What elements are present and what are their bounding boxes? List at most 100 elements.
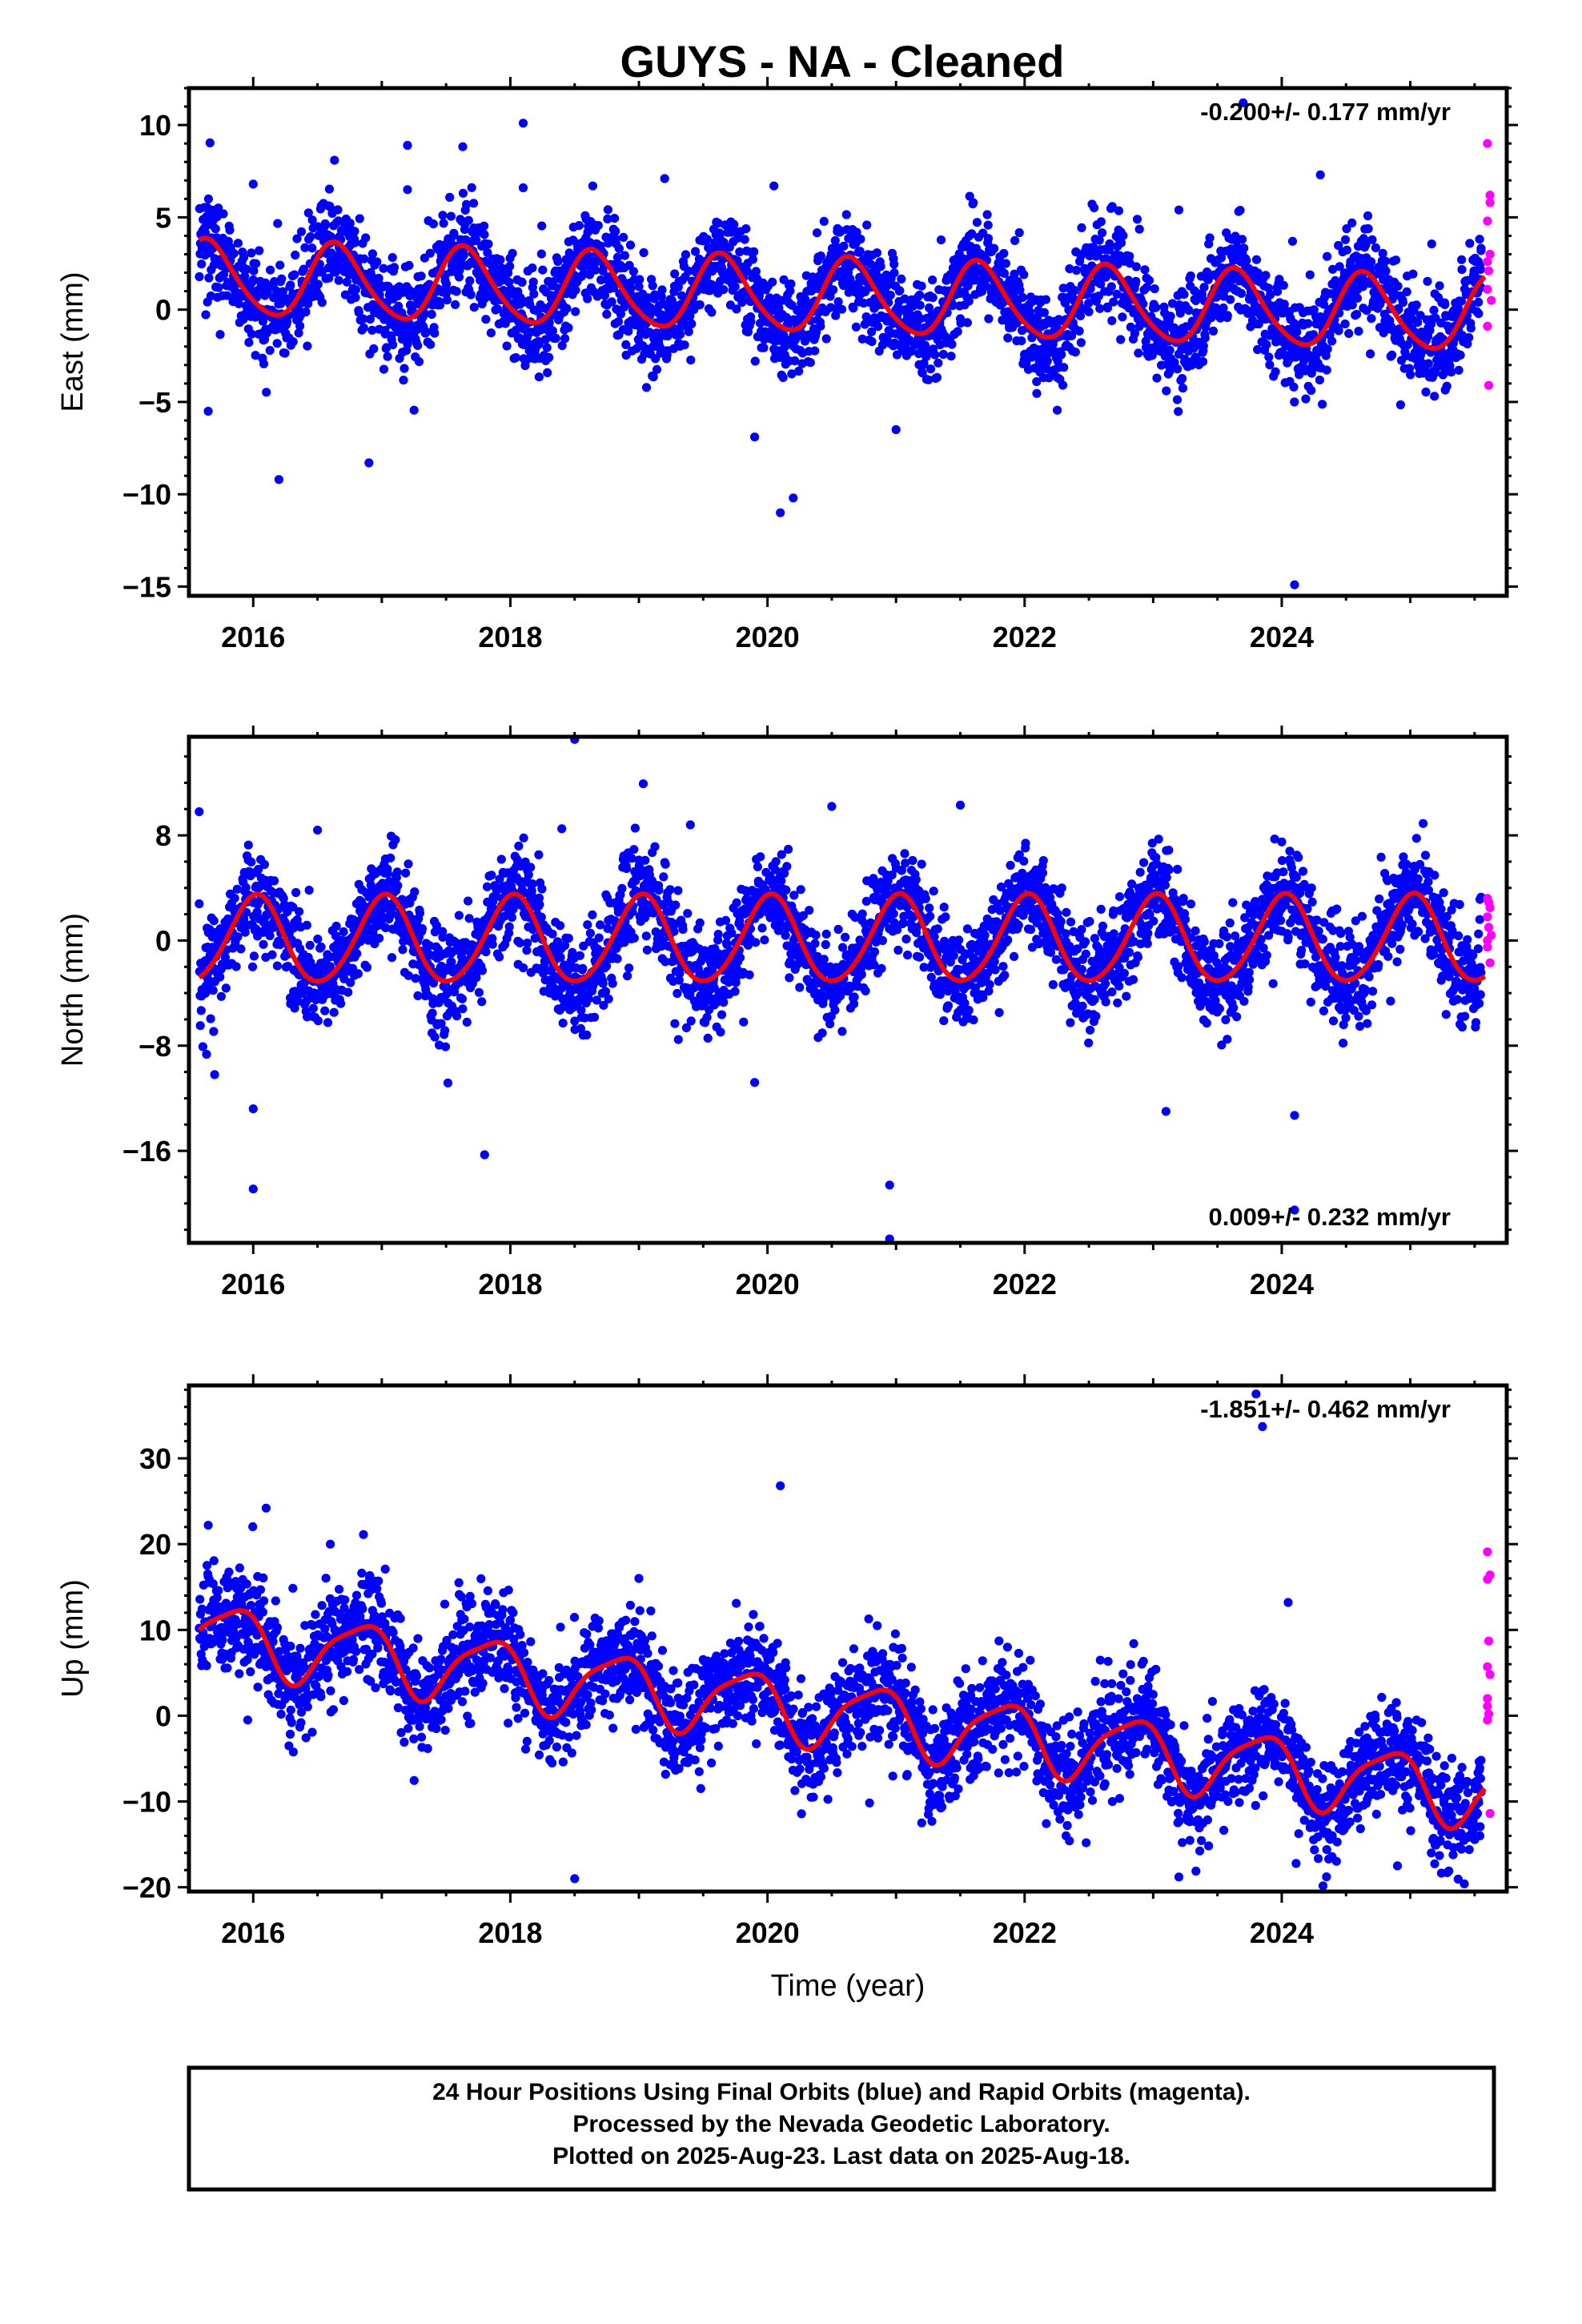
final-point [841, 210, 851, 219]
final-point [675, 330, 685, 340]
final-point [1151, 303, 1161, 312]
final-point [292, 234, 302, 243]
final-point [851, 322, 861, 332]
final-point [1393, 281, 1403, 291]
final-point [683, 909, 693, 919]
final-point [495, 952, 504, 962]
final-point [232, 884, 242, 894]
x-tick-label: 2020 [736, 621, 800, 653]
final-point [270, 277, 279, 287]
final-point [222, 291, 232, 300]
final-point [782, 862, 792, 871]
final-point [1106, 282, 1116, 292]
final-point [387, 253, 397, 263]
rapid-point [1483, 321, 1492, 331]
final-point [1342, 224, 1351, 234]
final-point [741, 224, 751, 234]
final-point [1077, 223, 1086, 232]
final-point [241, 883, 251, 892]
final-point [1032, 388, 1042, 398]
final-point [317, 298, 327, 308]
final-point [483, 247, 492, 258]
final-point [1454, 365, 1464, 375]
final-point [195, 271, 204, 282]
final-point [291, 887, 301, 898]
final-point [781, 931, 790, 940]
final-point [768, 277, 777, 287]
final-point [621, 340, 631, 349]
final-point [748, 255, 758, 264]
final-point [362, 963, 372, 972]
final-point [452, 1011, 462, 1021]
final-point [1342, 245, 1351, 255]
final-point [458, 142, 468, 151]
y-tick-label: −5 [139, 386, 171, 419]
final-point [1131, 262, 1141, 271]
final-point [600, 291, 610, 300]
final-point [686, 1016, 696, 1026]
final-point [1249, 308, 1259, 317]
final-point [1125, 251, 1134, 261]
final-point [1199, 341, 1208, 351]
final-point [203, 406, 213, 416]
final-point [487, 870, 496, 880]
final-point [198, 1042, 207, 1051]
final-point [534, 340, 544, 349]
final-point [481, 947, 491, 957]
x-tick-label: 2016 [221, 621, 285, 653]
final-point [330, 155, 339, 165]
final-point [457, 994, 468, 1003]
final-point [602, 961, 612, 971]
final-point [702, 235, 713, 244]
final-point [201, 988, 211, 998]
final-point [1371, 243, 1380, 252]
final-point [388, 340, 398, 350]
final-point [885, 290, 895, 300]
final-point [571, 285, 580, 295]
final-point [810, 346, 820, 356]
final-point [1184, 305, 1194, 316]
y-tick-label: −15 [122, 570, 171, 603]
final-point [1118, 312, 1127, 322]
final-point [205, 138, 215, 147]
rapid-point [1483, 284, 1492, 294]
final-point [610, 214, 620, 223]
final-point [195, 899, 204, 909]
final-point [354, 308, 363, 317]
final-point [1411, 300, 1421, 310]
final-point [1253, 344, 1263, 355]
final-point [1041, 295, 1050, 304]
final-point [760, 935, 769, 945]
final-point [1423, 359, 1433, 368]
final-point [248, 275, 258, 284]
final-point [351, 292, 360, 303]
final-point [449, 231, 459, 240]
final-point [680, 340, 689, 350]
final-point [307, 243, 317, 253]
final-point [1465, 239, 1475, 248]
final-point [737, 297, 747, 308]
final-point [625, 240, 636, 250]
final-point [1199, 283, 1209, 292]
final-point [442, 285, 452, 295]
final-point [294, 328, 303, 338]
final-point [426, 340, 436, 349]
final-point [1367, 235, 1377, 244]
final-point [1109, 297, 1118, 307]
final-point [1059, 363, 1069, 372]
final-point [247, 962, 258, 971]
final-point [262, 388, 271, 397]
final-point [350, 238, 359, 247]
final-point [469, 303, 479, 312]
final-point [456, 262, 465, 272]
final-point [892, 350, 902, 360]
final-point [551, 333, 560, 344]
final-point [350, 227, 359, 236]
final-point [1174, 407, 1183, 416]
final-point [401, 868, 411, 878]
final-point [219, 209, 228, 219]
final-point [917, 281, 926, 291]
final-point [1166, 312, 1175, 321]
final-point [343, 987, 353, 997]
final-point [1102, 304, 1112, 313]
